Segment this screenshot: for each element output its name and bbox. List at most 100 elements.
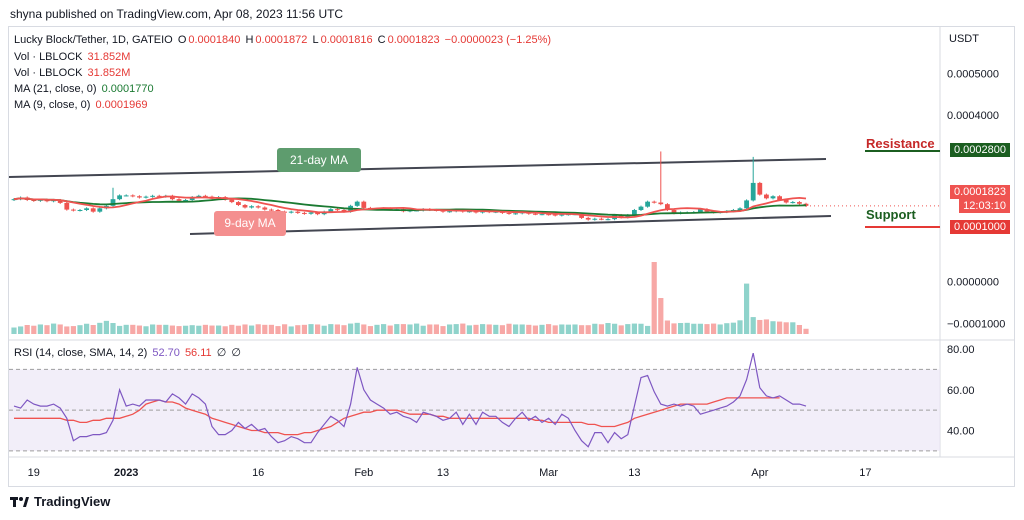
volume-bar	[77, 325, 83, 334]
candle-body	[599, 218, 604, 220]
volume-bar	[460, 323, 466, 334]
candle-body	[665, 204, 670, 210]
candle-body	[803, 203, 809, 206]
time-tick-label: Apr	[751, 467, 768, 479]
volume-bar	[440, 326, 446, 334]
candle-body	[31, 200, 37, 201]
volume-bar	[790, 322, 796, 334]
volume-bar	[348, 323, 354, 334]
time-tick-label: 17	[859, 467, 871, 479]
low-value: 0.0001816	[320, 34, 373, 46]
candle-body	[467, 211, 472, 213]
candle-body	[143, 196, 149, 198]
volume-bar	[163, 324, 169, 334]
candle-body	[288, 211, 294, 213]
candle-body	[790, 202, 796, 204]
volume-bar	[255, 324, 261, 334]
volume-bar	[546, 324, 552, 334]
ma21-annotation: 21-day MA	[277, 148, 361, 172]
volume-bar	[242, 324, 248, 334]
volume-bar	[315, 324, 321, 334]
candle-body	[638, 206, 644, 210]
candle-body	[625, 215, 631, 218]
volume-bar	[11, 327, 17, 334]
candle-body	[341, 210, 347, 212]
candle-body	[757, 182, 763, 195]
volume-bar	[301, 324, 307, 334]
volume-bar	[678, 323, 684, 334]
volume-bar	[103, 320, 109, 334]
candle-body	[552, 214, 558, 216]
volume-bar	[407, 324, 413, 334]
candle-body	[797, 202, 802, 204]
volume-bar	[209, 325, 215, 334]
candle-body	[275, 210, 281, 212]
volume-bar	[651, 262, 657, 334]
volume-bar	[189, 325, 195, 334]
volume-bar	[18, 326, 24, 334]
candle-body	[176, 199, 182, 201]
candle-body	[473, 211, 479, 213]
volume-bar	[763, 319, 769, 334]
volume-bar	[341, 325, 347, 334]
chart-frame[interactable]	[8, 26, 1015, 487]
volume-bar	[169, 325, 175, 334]
candle-body	[658, 202, 664, 205]
volume-bar	[796, 325, 802, 334]
time-tick-label: Mar	[539, 467, 558, 479]
volume-bar	[559, 324, 565, 334]
ma21-legend: MA (21, close, 0) 0.0001770	[14, 83, 154, 95]
volume-bar	[334, 324, 340, 334]
rsi-tick-label: 60.00	[947, 385, 975, 397]
volume-bar	[31, 325, 37, 334]
support-price-tag: 0.0001000	[950, 220, 1010, 234]
volume-bar	[724, 323, 730, 334]
volume-bar	[618, 325, 624, 334]
price-tick-label: 0.0004000	[947, 110, 999, 122]
candle-body	[539, 214, 545, 216]
volume-bar	[631, 323, 637, 334]
volume-bar	[361, 324, 367, 334]
candle-body	[770, 196, 776, 199]
volume-bar	[486, 324, 492, 334]
volume-bar	[196, 325, 202, 334]
volume-bar	[704, 324, 710, 334]
candle-body	[447, 211, 452, 213]
volume-bar	[664, 320, 670, 334]
volume-bar	[499, 325, 505, 334]
volume-bar	[308, 324, 314, 334]
candle-body	[632, 210, 637, 215]
candle-body	[777, 196, 782, 200]
candle-body	[302, 212, 307, 214]
tradingview-logo[interactable]: TradingView	[10, 494, 110, 509]
volume-bar	[394, 324, 400, 334]
candle-body	[750, 182, 756, 201]
volume-bar	[645, 325, 651, 334]
rsi-line	[13, 352, 807, 448]
ma9-legend: MA (9, close, 0) 0.0001969	[14, 99, 148, 111]
candle-body	[90, 208, 96, 212]
volume-bar	[64, 326, 70, 334]
candle-body	[671, 210, 677, 214]
candle-body	[57, 200, 63, 203]
volume-bar	[367, 326, 373, 334]
candle-body	[150, 195, 155, 197]
candle-body	[269, 209, 274, 211]
candle-body	[764, 194, 769, 199]
volume-bar	[222, 326, 228, 334]
candle-body	[229, 199, 235, 203]
volume-legend-1: Vol · LBLOCK 31.852M	[14, 51, 131, 63]
candle-body	[97, 208, 103, 212]
volume-bar	[400, 324, 406, 334]
volume-bar	[44, 325, 50, 334]
volume-bar	[202, 324, 208, 334]
candle-body	[513, 213, 518, 215]
rsi-ma-line	[14, 397, 780, 436]
volume-bar	[506, 323, 512, 334]
candle-body	[618, 215, 624, 218]
candle-body	[203, 195, 208, 197]
candle-body	[308, 212, 314, 214]
ma9-line	[13, 195, 807, 219]
candle-body	[605, 219, 611, 221]
